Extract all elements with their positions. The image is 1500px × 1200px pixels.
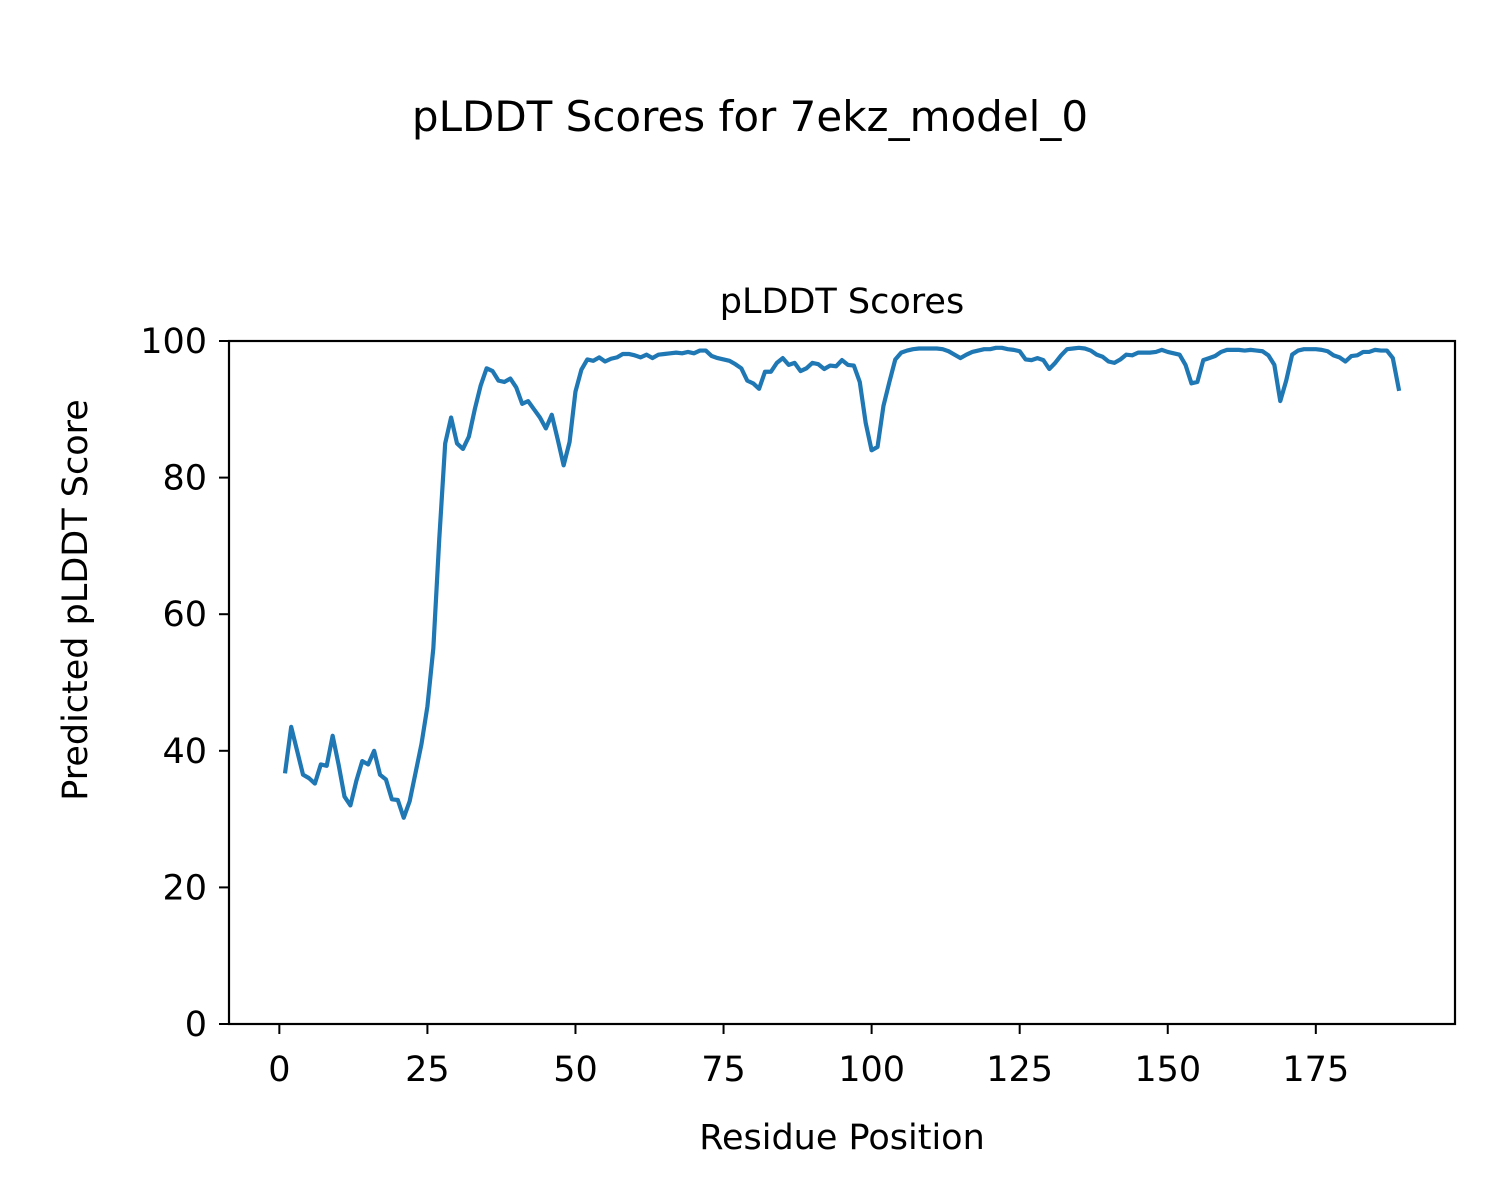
x-tick-label: 175 (1282, 1050, 1349, 1090)
x-tick-label: 100 (838, 1050, 905, 1090)
x-axis-label: Residue Position (699, 1118, 985, 1158)
figure-title: pLDDT Scores for 7ekz_model_0 (411, 92, 1089, 141)
x-tick-label: 50 (553, 1050, 598, 1090)
x-tick-label: 75 (701, 1050, 746, 1090)
y-tick-label: 0 (185, 1005, 207, 1045)
plddt-series-line (282, 345, 1402, 820)
y-tick-label: 40 (162, 732, 207, 772)
chart-title: pLDDT Scores (719, 282, 965, 322)
y-tick-label: 20 (162, 868, 207, 908)
y-tick-label: 60 (162, 595, 207, 635)
y-tick-label: 80 (162, 459, 207, 499)
x-axis-ticks: 0 25 50 75 100 125 150 175 (268, 1024, 1349, 1090)
plot-area-frame (227, 339, 1457, 1026)
x-tick-label: 0 (268, 1050, 290, 1090)
x-tick-label: 125 (986, 1050, 1053, 1090)
x-tick-label: 150 (1134, 1050, 1201, 1090)
x-tick-label: 25 (405, 1050, 450, 1090)
y-tick-label: 100 (140, 322, 207, 362)
y-axis-ticks: 0 20 40 60 80 100 (140, 322, 229, 1045)
